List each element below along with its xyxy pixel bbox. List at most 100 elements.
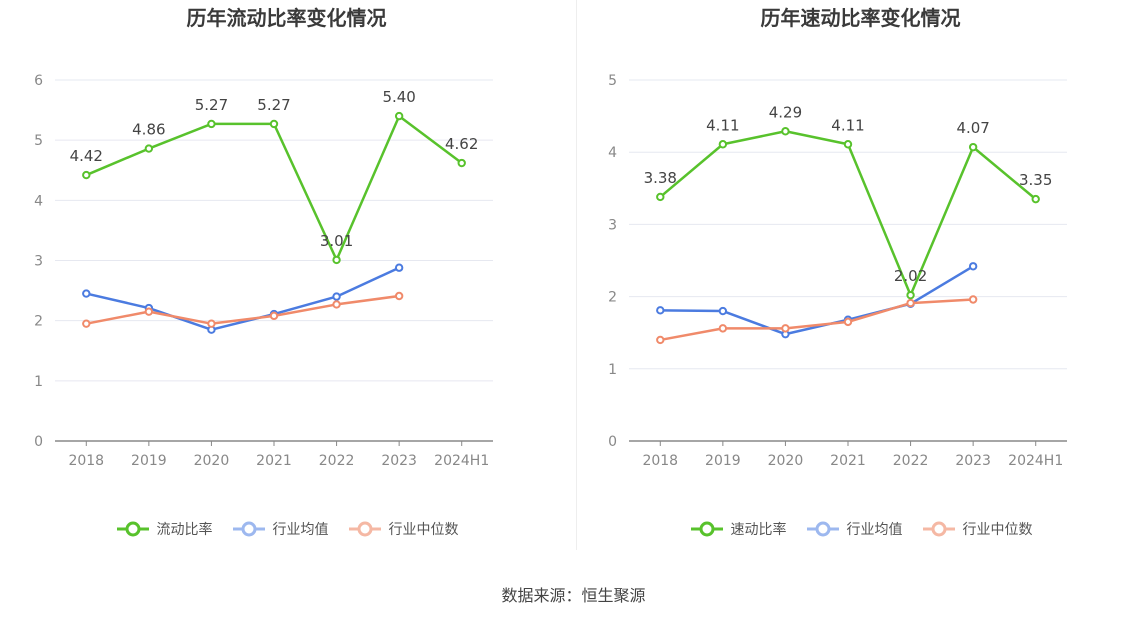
data-point-ratio[interactable]	[718, 140, 728, 149]
current-ratio-plot: 0 1 2 3 4 5 6 2018 2019 2020 2021 2022 2023 2024H1 4.4…	[34, 73, 493, 469]
data-point-median[interactable]	[656, 335, 665, 345]
data-label: 4.86	[132, 121, 165, 139]
y-tick-label: 5	[608, 73, 617, 89]
legend-swatch-median	[348, 521, 381, 537]
data-point-ratio[interactable]	[457, 158, 466, 168]
data-label: 5.40	[382, 88, 415, 106]
quick-ratio-plot: 0 1 2 3 4 5 2018 2019 2020 2021 2022 2023 2024H1 3.38…	[608, 73, 1067, 469]
legend-item-avg[interactable]: 行业均值	[231, 519, 329, 539]
y-tick-label: 1	[608, 362, 617, 378]
data-point-ratio[interactable]	[968, 142, 978, 152]
legend-item-median[interactable]: 行业中位数	[921, 519, 1033, 539]
data-point-ratio[interactable]	[843, 140, 853, 149]
y-tick-label: 2	[34, 314, 43, 330]
y-tick-label: 2	[608, 290, 617, 306]
legend-label: 行业均值	[846, 522, 903, 538]
x-tick-label: 2023	[381, 453, 417, 469]
data-point-avg[interactable]	[394, 263, 404, 272]
quick-ratio-chart: 历年速动比率变化情况 0 1 2 3 4 5 2018 2019 2020 2021 2022 202…	[574, 0, 1147, 560]
x-tick-label: 2023	[955, 453, 991, 469]
data-point-median[interactable]	[269, 311, 279, 321]
x-tick-label: 2020	[194, 453, 230, 469]
data-point-median[interactable]	[207, 319, 216, 328]
data-point-ratio[interactable]	[332, 255, 341, 265]
data-label: 3.38	[644, 169, 677, 187]
data-label: 4.42	[70, 147, 103, 165]
series-line-median	[86, 294, 400, 325]
data-point-ratio[interactable]	[207, 119, 216, 129]
data-label: 4.11	[831, 116, 864, 134]
data-point-ratio[interactable]	[82, 170, 91, 180]
y-tick-label: 0	[608, 434, 617, 450]
x-tick-label: 2022	[893, 453, 929, 469]
x-tick-label: 2019	[131, 453, 167, 469]
data-point-median[interactable]	[781, 324, 790, 333]
data-point-median[interactable]	[968, 295, 978, 304]
data-point-ratio[interactable]	[781, 127, 790, 136]
x-tick-label: 2018	[68, 453, 104, 469]
data-label: 4.62	[445, 135, 478, 153]
series-line-ratio	[659, 130, 1037, 297]
data-point-median[interactable]	[82, 319, 91, 328]
legend-swatch-ratio	[690, 521, 723, 537]
data-source: 数据来源：恒生聚源	[501, 586, 646, 605]
x-tick-label: 2024H1	[1008, 453, 1063, 469]
panel-divider	[576, 0, 577, 550]
data-point-avg[interactable]	[82, 289, 91, 298]
legend-item-ratio[interactable]: 流动比率	[115, 519, 213, 539]
legend-item-ratio[interactable]: 速动比率	[689, 519, 787, 539]
y-tick-label: 3	[34, 254, 43, 270]
data-point-avg[interactable]	[968, 262, 978, 271]
legend-label: 速动比率	[730, 522, 787, 538]
y-tick-label: 6	[34, 73, 43, 89]
data-point-ratio[interactable]	[394, 111, 404, 121]
legend-label: 行业中位数	[962, 522, 1033, 538]
data-label: 3.35	[1019, 171, 1052, 189]
current-ratio-chart: 历年流动比率变化情况 0 1 2 3 4 5 6 2018 2019 2020 2021 2022 20…	[0, 0, 573, 560]
x-tick-label: 2019	[705, 453, 741, 469]
legend-swatch-avg	[806, 521, 839, 537]
y-tick-label: 3	[608, 217, 617, 233]
data-point-avg[interactable]	[718, 306, 728, 316]
data-point-median[interactable]	[394, 291, 404, 301]
data-point-median[interactable]	[718, 324, 728, 333]
y-tick-label: 5	[34, 133, 43, 149]
series-line-avg	[86, 266, 400, 331]
data-point-ratio[interactable]	[906, 290, 915, 300]
y-tick-label: 0	[34, 434, 43, 450]
y-tick-label: 1	[34, 374, 43, 390]
data-point-median[interactable]	[843, 317, 853, 327]
data-label: 4.29	[769, 103, 802, 121]
data-point-median[interactable]	[332, 300, 341, 309]
series-line-avg	[660, 265, 974, 336]
data-label: 5.27	[257, 96, 290, 114]
data-point-avg[interactable]	[332, 292, 341, 301]
data-label: 4.11	[706, 116, 739, 134]
legend-label: 行业均值	[272, 522, 329, 538]
data-point-ratio[interactable]	[656, 192, 665, 202]
data-point-ratio[interactable]	[144, 144, 154, 153]
x-tick-label: 2021	[256, 453, 292, 469]
legend-item-avg[interactable]: 行业均值	[805, 519, 903, 539]
x-tick-label: 2021	[830, 453, 866, 469]
legend: 流动比率 行业均值 行业中位数	[0, 519, 573, 539]
data-label: 5.27	[195, 96, 228, 114]
data-point-ratio[interactable]	[269, 119, 279, 129]
data-label: 2.02	[894, 267, 927, 285]
x-tick-label: 2024H1	[434, 453, 489, 469]
legend-swatch-median	[922, 521, 955, 537]
legend-label: 流动比率	[156, 522, 213, 538]
data-label: 4.07	[956, 119, 989, 137]
data-point-median[interactable]	[144, 307, 154, 316]
y-tick-label: 4	[34, 193, 43, 209]
x-tick-label: 2022	[319, 453, 355, 469]
series-line-median	[660, 298, 974, 342]
data-point-avg[interactable]	[656, 306, 665, 315]
x-tick-label: 2020	[768, 453, 804, 469]
data-point-ratio[interactable]	[1031, 194, 1040, 204]
chart-title: 历年速动比率变化情况	[760, 6, 961, 30]
x-tick-label: 2018	[642, 453, 678, 469]
legend-item-median[interactable]: 行业中位数	[347, 519, 459, 539]
data-point-median[interactable]	[906, 298, 915, 308]
data-label: 3.01	[320, 232, 353, 250]
